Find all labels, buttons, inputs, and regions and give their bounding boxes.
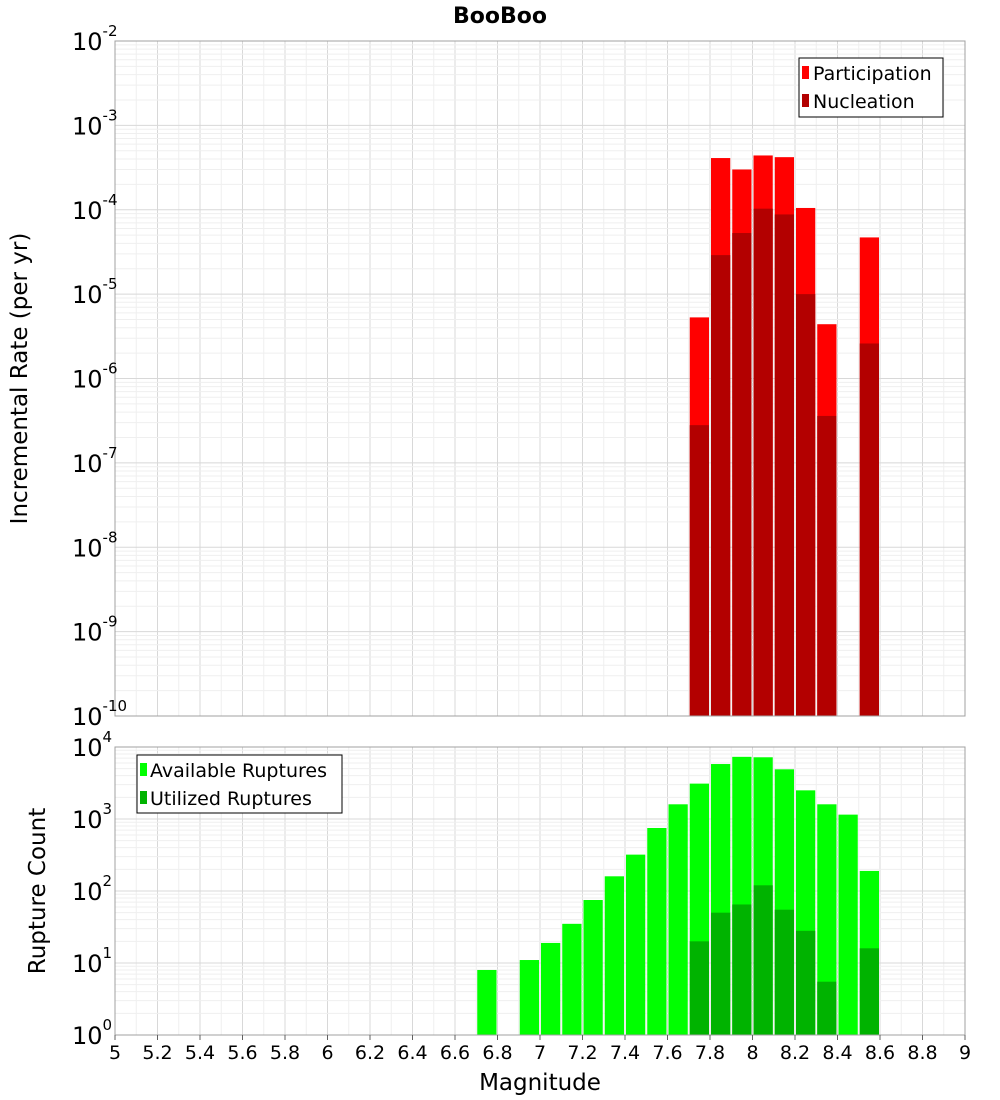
count-panel: 104 103 102 101 100 5 5.2 5.4 5.6 5.8 6 6.2 6.4 6.6 6… bbox=[25, 728, 971, 1096]
y-tick-label: 10-8 bbox=[72, 528, 118, 562]
count-y-tick-labels: 104 103 102 101 100 bbox=[72, 728, 112, 1050]
x-axis-label: Magnitude bbox=[479, 1070, 601, 1096]
x-tick-label: 6.6 bbox=[440, 1042, 470, 1064]
x-tick-labels: 5 5.2 5.4 5.6 5.8 6 6.2 6.4 6.6 6.8 7 7.2 7.4 7.6 7.8 8… bbox=[109, 1035, 971, 1064]
rate-y-axis-label: Incremental Rate (per yr) bbox=[7, 233, 33, 525]
utilized-ruptures-bar bbox=[753, 885, 773, 1035]
nucleation-legend-swatch bbox=[802, 94, 809, 107]
count-bars bbox=[477, 756, 879, 1035]
y-tick-label: 100 bbox=[72, 1016, 112, 1050]
count-legend: Available Ruptures Utilized Ruptures bbox=[136, 754, 343, 814]
x-tick-label: 6.8 bbox=[482, 1042, 512, 1064]
available-ruptures-bar bbox=[604, 876, 624, 1035]
utilized-ruptures-bar bbox=[689, 941, 709, 1035]
x-tick-label: 5.2 bbox=[142, 1042, 172, 1064]
rate-bars bbox=[689, 155, 879, 717]
nucleation-bar bbox=[711, 255, 731, 716]
utilized-ruptures-bar bbox=[796, 930, 816, 1035]
available-ruptures-bar bbox=[626, 854, 646, 1035]
available-ruptures-bar bbox=[541, 942, 561, 1035]
x-tick-label: 9 bbox=[959, 1042, 971, 1064]
x-tick-label: 6.4 bbox=[397, 1042, 427, 1064]
y-tick-label: 10-6 bbox=[72, 360, 118, 394]
x-tick-label: 8 bbox=[746, 1042, 758, 1064]
y-tick-label: 103 bbox=[72, 800, 112, 834]
y-tick-label: 104 bbox=[72, 728, 112, 762]
available-ruptures-bar bbox=[583, 899, 603, 1035]
nucleation-legend-label: Nucleation bbox=[813, 91, 915, 113]
y-tick-label: 10-3 bbox=[72, 106, 118, 140]
nucleation-bar bbox=[796, 294, 816, 716]
y-tick-label: 102 bbox=[72, 872, 112, 906]
participation-legend-swatch bbox=[802, 66, 809, 79]
available-ruptures-bar bbox=[477, 969, 497, 1035]
available-legend-label: Available Ruptures bbox=[150, 760, 327, 782]
x-tick-label: 8.4 bbox=[822, 1042, 852, 1064]
nucleation-bar bbox=[732, 233, 752, 716]
x-tick-label: 7 bbox=[534, 1042, 546, 1064]
nucleation-bar bbox=[774, 214, 794, 717]
available-ruptures-bar bbox=[668, 804, 688, 1035]
utilized-ruptures-bar bbox=[817, 981, 837, 1035]
available-ruptures-bar bbox=[838, 814, 858, 1035]
nucleation-bar bbox=[817, 415, 837, 716]
rate-legend: Participation Nucleation bbox=[798, 57, 944, 118]
x-tick-label: 5.6 bbox=[227, 1042, 257, 1064]
nucleation-bar bbox=[753, 208, 773, 716]
y-tick-label: 10-10 bbox=[72, 697, 127, 731]
y-tick-label: 101 bbox=[72, 944, 112, 978]
y-tick-label: 10-7 bbox=[72, 444, 118, 478]
utilized-ruptures-bar bbox=[732, 904, 752, 1035]
x-tick-label: 5 bbox=[109, 1042, 121, 1064]
available-ruptures-bar bbox=[817, 804, 837, 1035]
utilized-legend-swatch bbox=[140, 791, 147, 804]
count-y-axis-label: Rupture Count bbox=[25, 808, 51, 974]
x-tick-label: 7.8 bbox=[695, 1042, 725, 1064]
available-legend-swatch bbox=[140, 763, 147, 776]
chart-title: BooBoo bbox=[453, 4, 547, 29]
rate-grid bbox=[115, 41, 965, 716]
y-tick-label: 10-5 bbox=[72, 275, 118, 309]
x-tick-label: 7.6 bbox=[652, 1042, 682, 1064]
available-ruptures-bar bbox=[562, 923, 582, 1035]
rate-panel: 10-2 10-3 10-4 10-5 10-6 10-7 10-8 10-9 10-10 Bo… bbox=[7, 4, 966, 731]
x-tick-label: 7.4 bbox=[610, 1042, 640, 1064]
x-tick-label: 5.8 bbox=[270, 1042, 300, 1064]
y-tick-label: 10-4 bbox=[72, 191, 118, 225]
x-tick-label: 8.8 bbox=[907, 1042, 937, 1064]
utilized-ruptures-bar bbox=[859, 948, 879, 1035]
y-tick-label: 10-2 bbox=[72, 22, 118, 56]
x-tick-label: 6 bbox=[321, 1042, 333, 1064]
available-ruptures-bar bbox=[519, 960, 539, 1035]
utilized-ruptures-bar bbox=[711, 912, 731, 1035]
utilized-ruptures-bar bbox=[774, 909, 794, 1035]
x-tick-label: 8.2 bbox=[780, 1042, 810, 1064]
rate-plot-frame bbox=[114, 40, 966, 717]
x-tick-label: 5.4 bbox=[185, 1042, 215, 1064]
participation-legend-label: Participation bbox=[813, 63, 932, 85]
available-ruptures-bar bbox=[647, 827, 667, 1035]
x-tick-label: 6.2 bbox=[355, 1042, 385, 1064]
x-tick-label: 7.2 bbox=[567, 1042, 597, 1064]
nucleation-bar bbox=[859, 343, 879, 716]
rate-legend-box bbox=[798, 57, 944, 118]
nucleation-bar bbox=[689, 425, 709, 716]
utilized-legend-label: Utilized Ruptures bbox=[150, 788, 312, 810]
count-legend-box bbox=[136, 754, 343, 814]
y-tick-label: 10-9 bbox=[72, 613, 118, 647]
x-tick-label: 8.6 bbox=[865, 1042, 895, 1064]
